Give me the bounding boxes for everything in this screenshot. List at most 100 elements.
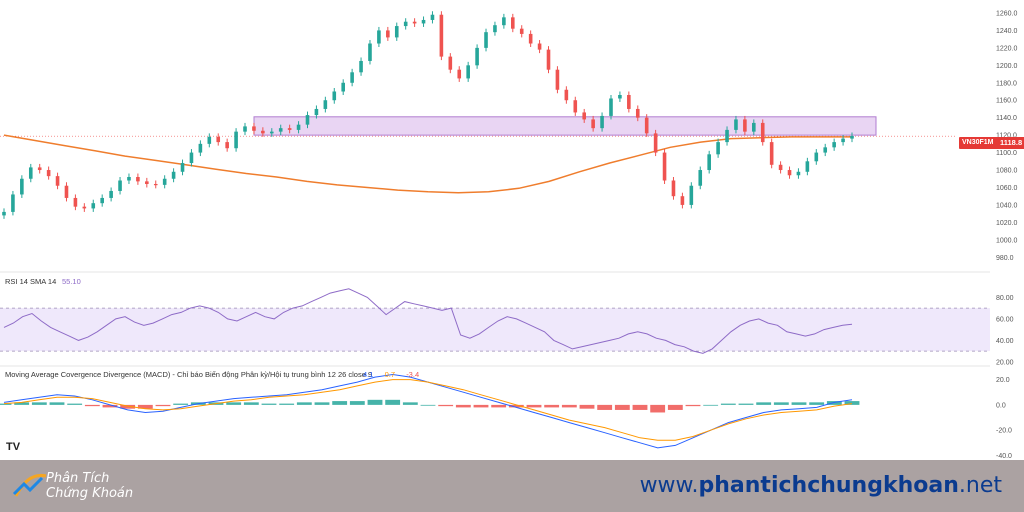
candle-body [46,170,51,177]
macd-histogram-bar [809,402,825,405]
candle-body [662,152,667,181]
macd-histogram-bar [420,404,436,406]
candle-body [725,129,729,143]
macd-histogram-bar [491,404,507,408]
macd-histogram-bar [685,404,701,407]
macd-histogram-bar [261,403,277,405]
macd-histogram-bar [226,402,242,405]
candle-body [269,131,274,134]
site-domain: phantichchungkhoan [698,473,959,498]
candle-body [618,94,622,99]
macd-histogram-bar [738,403,754,405]
chart-area: 1260.0 1240.0 1220.0 1200.0 1180.0 1160.0 1140… [0,10,1024,460]
candle-body [743,119,747,132]
candle-body [287,128,292,130]
rsi-title: RSI 14 SMA 14 [5,277,56,286]
candle-body [127,177,131,181]
macd-histogram-bar [385,399,401,405]
rsi-axis-tick: 20.00 [996,359,1014,366]
candle-body [841,138,845,143]
candle-body [644,117,649,134]
macd-histogram-bar [455,404,471,408]
macd-histogram-bar [31,402,47,405]
price-axis-tick: 1140.0 [996,115,1017,122]
rsi-axis-tick: 60.00 [996,316,1014,323]
candle-body [198,143,203,153]
candle-body [100,197,104,204]
price-axis-tick: 1000.0 [996,237,1018,244]
macd-histogram-bar [508,404,524,408]
macd-histogram-bar [49,402,65,405]
candle-body [528,33,533,44]
site-prefix: www. [639,473,699,498]
macd-histogram-bar [332,401,348,405]
candle-body [475,47,479,66]
macd-histogram-bar [173,403,189,405]
candle-body [823,147,828,153]
candle-body [11,194,15,212]
macd-histogram-bar [314,402,330,405]
signal-line [3,379,853,441]
candle-body [359,60,363,73]
price-axis-tick: 1120.0 [996,133,1017,140]
ticker-label: VN30F1M [959,137,997,149]
footer-bar: Phân Tích Chứng Khoán www.phantichchungk… [0,460,1024,512]
candle-body [234,131,238,149]
macd-histogram-bar [367,399,383,405]
candle-body [403,21,408,27]
candle-body [680,196,685,205]
candle-body [412,21,417,24]
macd-histogram-bar [756,402,772,405]
candle-body [814,152,819,162]
macd-histogram-bar [137,404,153,409]
macd-histogram-bar [243,402,259,405]
candle-body [2,211,6,216]
macd-histogram-bar [155,404,171,407]
macd-histogram-bar [561,404,577,408]
macd-histogram-bar [826,401,842,405]
candle-body [600,115,604,129]
candle-body [555,69,560,90]
price-axis-tick: 1060.0 [996,185,1018,192]
candle-body [377,30,381,44]
price-axis-tick: 1180.0 [996,80,1017,87]
macd-histogram-bar [296,402,312,405]
candle-body [832,142,836,148]
candle-body [20,178,24,195]
candle-body [162,178,167,185]
candle-body [252,126,256,131]
candle-body [546,49,551,70]
website-link[interactable]: www.phantichchungkhoan.net [640,473,1002,498]
macd-histogram-bar [650,404,666,413]
rsi-axis-tick: 40.00 [996,338,1014,345]
candle-body [537,43,542,50]
candle-body [850,136,854,139]
price-axis-tick: 1040.0 [996,202,1018,209]
candle-body [796,171,801,176]
candle-body [278,128,283,132]
candle-body [323,100,328,109]
candle-body [582,112,587,120]
candle-body [502,17,506,26]
candle-body [305,115,310,125]
candle-body [216,136,221,143]
candle-body [91,203,96,209]
macd-histogram-bar [773,402,789,405]
candle-body [805,161,810,172]
macd-histogram-bar [102,404,118,408]
macd-title: Moving Average Covergence Divergence (MA… [5,370,372,379]
candle-body [671,180,676,197]
brand-logo-icon [12,473,47,497]
macd-histogram-bar [544,404,560,408]
brand-line1: Phân Tích [46,471,110,486]
rsi-value: 55.10 [62,277,81,286]
rsi-band [0,308,990,352]
macd-histogram-bar [844,401,860,405]
macd-histogram-bar [720,403,736,405]
macd-histogram-bar [473,404,489,408]
candle-body [368,43,372,61]
macd-value: -3.4 [406,370,419,379]
macd-histogram-bar [597,404,613,410]
candle-body [430,14,435,20]
candle-body [591,119,595,129]
